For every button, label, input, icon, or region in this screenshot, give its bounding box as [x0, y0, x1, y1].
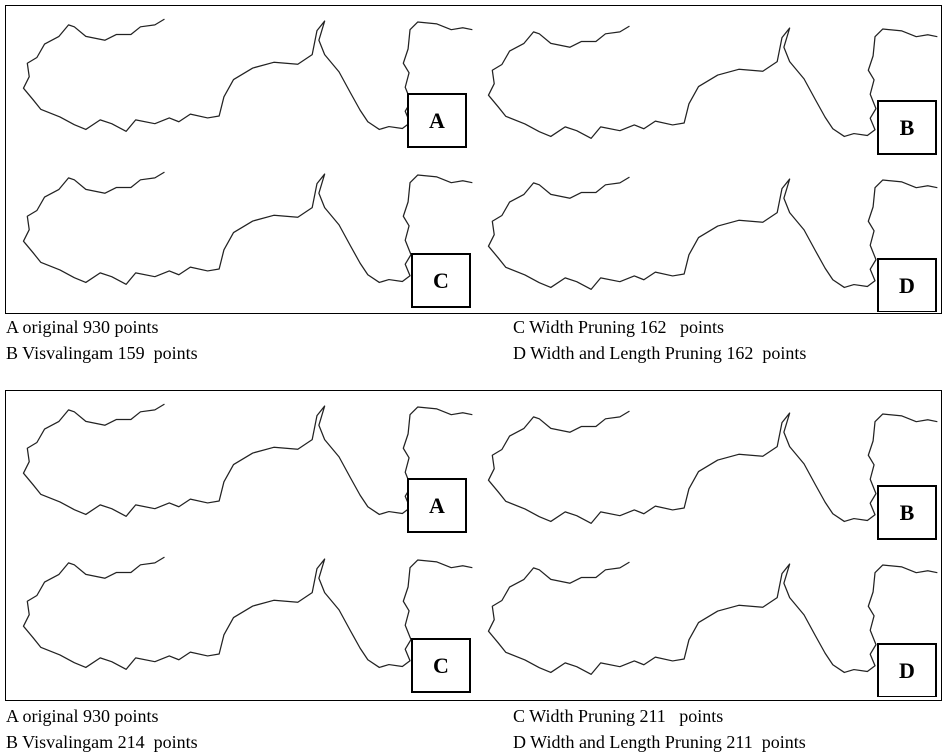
panel-label: C [433, 268, 449, 293]
panel-label: A [429, 493, 445, 518]
panel-label: D [899, 273, 915, 298]
coastline [23, 19, 472, 131]
page: {"figures": [ {"panels": ["A", "B", "C",… [0, 0, 947, 755]
coastline [488, 411, 937, 523]
coastline [488, 177, 937, 289]
caption-line: C Width Pruning 211 points [513, 703, 806, 729]
caption-line: C Width Pruning 162 points [513, 314, 806, 340]
coastline [23, 557, 472, 669]
panel-label: A [429, 108, 445, 133]
caption-line: B Visvalingam 159 points [6, 340, 198, 366]
panel-label: C [433, 653, 449, 678]
caption-line: D Width and Length Pruning 162 points [513, 340, 806, 366]
figure-drawing: A B C D [6, 391, 940, 697]
coastline [488, 562, 937, 674]
coastline [488, 26, 937, 138]
figure-drawing: A B C D [6, 6, 940, 312]
figure: A B C D [5, 390, 942, 701]
panel-label: B [900, 115, 915, 140]
coastline [23, 404, 472, 516]
panel-label: D [899, 658, 915, 683]
figure: A B C D [5, 5, 942, 314]
caption-line: A original 930 points [6, 703, 198, 729]
panel-label: B [900, 500, 915, 525]
caption-line: B Visvalingam 214 points [6, 729, 198, 755]
caption-line: D Width and Length Pruning 211 points [513, 729, 806, 755]
coastline [23, 172, 472, 284]
caption-line: A original 930 points [6, 314, 198, 340]
